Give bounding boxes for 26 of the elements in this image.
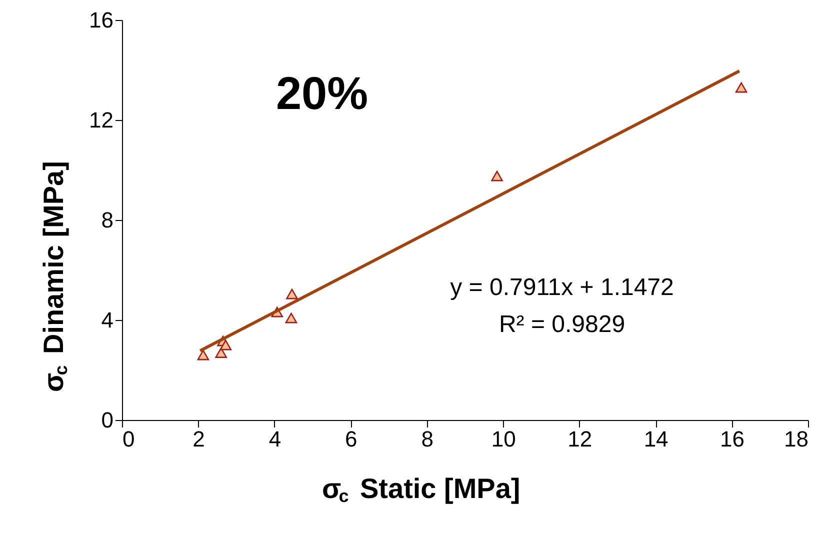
point: [285, 312, 298, 324]
point: [220, 340, 232, 350]
x-tick-label: 6: [345, 426, 358, 452]
x-tick-label: 14: [644, 426, 668, 452]
x-tick-label: 4: [268, 426, 282, 452]
annotation: y = 0.7911x + 1.1472: [450, 274, 674, 301]
x-tick-label: 16: [720, 426, 745, 452]
x-tick-label: 12: [568, 426, 592, 452]
y-tick-label: 8: [101, 208, 114, 232]
point: [215, 348, 227, 358]
x-tick-label: 0: [122, 426, 135, 452]
point: [286, 288, 298, 300]
point: [491, 170, 503, 182]
y-tick-label: 4: [101, 308, 114, 332]
y-tick-label: 0: [101, 408, 114, 432]
x-tick-label: 2: [192, 426, 205, 452]
x-tick-label: 8: [421, 426, 434, 452]
annotation: R² = 0.9829: [498, 311, 626, 338]
point: [735, 82, 748, 93]
x-tick-label: 10: [491, 426, 516, 452]
y-tick-label: 12: [89, 108, 114, 132]
point: [197, 350, 210, 360]
x-tick-label: 18: [784, 426, 808, 452]
y-tick-label: 16: [89, 8, 114, 32]
annotation: 20%: [276, 67, 368, 119]
y-axis-title: σc Dinamic [MPa]: [38, 161, 71, 392]
